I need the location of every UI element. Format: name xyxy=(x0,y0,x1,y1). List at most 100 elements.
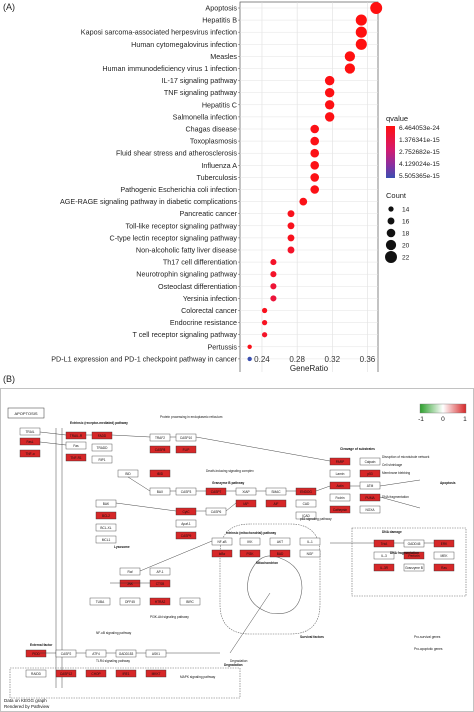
kegg-footer-line2: Rendered by Pathview xyxy=(4,704,50,709)
pathway-note: Degradation xyxy=(230,659,248,663)
category-label: Colorectal cancer xyxy=(181,306,238,315)
gene-node: SMAC xyxy=(265,487,287,496)
gene-node: IκBα xyxy=(211,549,233,558)
data-point xyxy=(310,136,320,146)
gene-node: Granzyme B xyxy=(403,563,425,572)
count-legend-dot xyxy=(388,206,394,212)
vertical-gridlines xyxy=(261,2,368,372)
pathway-label-survival-factors: Survival factors xyxy=(300,635,324,639)
gene-label: IRE1 xyxy=(122,672,129,676)
gene-node: TNF-α xyxy=(19,449,41,458)
gene-node: CASP7 xyxy=(205,487,227,496)
gene-label: AKT xyxy=(277,540,283,544)
panel-b-label: (B) xyxy=(3,374,15,384)
pathway-note: Death-inducing signaling complex xyxy=(206,469,254,473)
category-label: Pancreatic cancer xyxy=(179,209,237,218)
category-label: Pathogenic Escherichia coli infection xyxy=(120,185,237,194)
category-label: Kaposi sarcoma-associated herpesvirus in… xyxy=(81,28,237,37)
gene-label: BCL-XL xyxy=(100,526,111,530)
plot-panel xyxy=(239,1,379,372)
pathway-label-intrinsic: Intrinsic (mitochondrial) pathway xyxy=(226,531,276,535)
gene-node: HTRA2 xyxy=(149,597,171,606)
pathway-label-cleavage: Cleavage of substrates xyxy=(340,447,375,451)
data-point xyxy=(261,319,268,326)
pathway-note: DNA fragmentation xyxy=(382,495,409,499)
data-point xyxy=(287,210,295,218)
gene-node: tBID xyxy=(149,469,171,478)
gene-node: MKK7 xyxy=(145,669,167,678)
gene-label: ICAD xyxy=(302,514,310,518)
count-legend-label: 18 xyxy=(402,230,410,237)
gene-label: NOXA xyxy=(365,508,375,512)
data-point xyxy=(287,246,295,254)
gene-node: FADD xyxy=(91,431,113,440)
category-label: Apoptosis xyxy=(205,4,237,13)
gene-label: Perforin xyxy=(408,554,419,558)
gene-label: IL-3R xyxy=(380,566,388,570)
count-legend-title: Count xyxy=(386,191,407,200)
category-label: Endocrine resistance xyxy=(170,318,237,327)
x-tick-label: 0.28 xyxy=(289,355,305,364)
category-label: Hepatitis C xyxy=(202,100,237,109)
pathway-edge xyxy=(379,479,421,487)
gene-label: RIP1 xyxy=(98,458,105,462)
scale-label-pos: 1 xyxy=(463,416,467,423)
gene-node: AKT xyxy=(269,537,291,546)
gene-label: Actin xyxy=(336,484,343,488)
gene-node: Ras xyxy=(433,563,455,572)
qvalue-legend-label: 4.129024e-15 xyxy=(399,161,440,168)
gene-node: Actin xyxy=(329,481,351,490)
gene-label: FasL xyxy=(26,440,33,444)
pathway-edge xyxy=(225,502,237,512)
data-point xyxy=(310,185,320,194)
gene-label: ATM xyxy=(367,484,374,488)
gene-node: BAK xyxy=(95,499,117,508)
gene-node: ATM xyxy=(359,481,381,490)
gene-label: BAD xyxy=(277,552,284,556)
kegg-gene-nodes: TRAIL FasL TNF-α TRAIL-R Fas TNF-R1 FADD TRADD R… xyxy=(19,427,455,678)
kegg-compartments xyxy=(9,428,467,699)
gene-label: Lamin xyxy=(336,472,345,476)
kegg-edges xyxy=(39,431,434,654)
count-legend-dot xyxy=(385,251,397,263)
gene-node: TRAF2 xyxy=(149,433,171,442)
gene-node: ERK xyxy=(433,539,455,548)
gene-label: CHOP xyxy=(91,672,100,676)
gene-label: CTSB xyxy=(156,582,165,586)
data-point xyxy=(324,87,335,98)
gene-node: BIRC xyxy=(179,597,201,606)
category-label: Human cytomegalovirus infection xyxy=(131,40,237,49)
count-legend-label: 14 xyxy=(402,206,410,213)
gene-label: NGF xyxy=(307,552,314,556)
category-label: Osteoclast differentiation xyxy=(158,282,237,291)
category-label: Non-alcoholic fatty liver disease xyxy=(136,246,237,255)
gene-node: TRAIL xyxy=(19,427,41,436)
gene-label: FLIP xyxy=(183,448,190,452)
data-point xyxy=(370,2,383,14)
data-point xyxy=(310,173,320,182)
gene-label: HTRA2 xyxy=(155,600,166,604)
data-point xyxy=(247,344,252,349)
gene-label: CASP9 xyxy=(181,534,192,538)
pathway-edge xyxy=(315,485,331,492)
pathway-label-apoptosis: Apoptosis xyxy=(440,481,456,485)
gene-node: FLIP xyxy=(175,445,197,454)
gene-node: RIP1 xyxy=(91,455,113,464)
gene-node: CytC xyxy=(175,507,197,516)
x-tick-label: 0.36 xyxy=(360,355,376,364)
qvalue-legend-title: qvalue xyxy=(386,114,408,123)
pathway-label-dna-damage: DNA damage xyxy=(382,530,402,534)
x-axis-title: GeneRatio xyxy=(290,364,329,372)
gene-node: IKK xyxy=(239,537,261,546)
data-point xyxy=(310,161,320,170)
gene-label: AP-1 xyxy=(156,570,163,574)
gene-label: BAX xyxy=(157,490,164,494)
data-point xyxy=(270,259,277,266)
category-label: T cell receptor signaling pathway xyxy=(132,330,237,339)
data-point xyxy=(247,356,252,362)
gene-label: CASP2 xyxy=(61,652,72,656)
qvalue-legend-label: 5.505365e-15 xyxy=(399,173,440,180)
data-point xyxy=(261,307,268,314)
gene-label: BAK xyxy=(103,502,110,506)
data-point xyxy=(287,222,295,230)
